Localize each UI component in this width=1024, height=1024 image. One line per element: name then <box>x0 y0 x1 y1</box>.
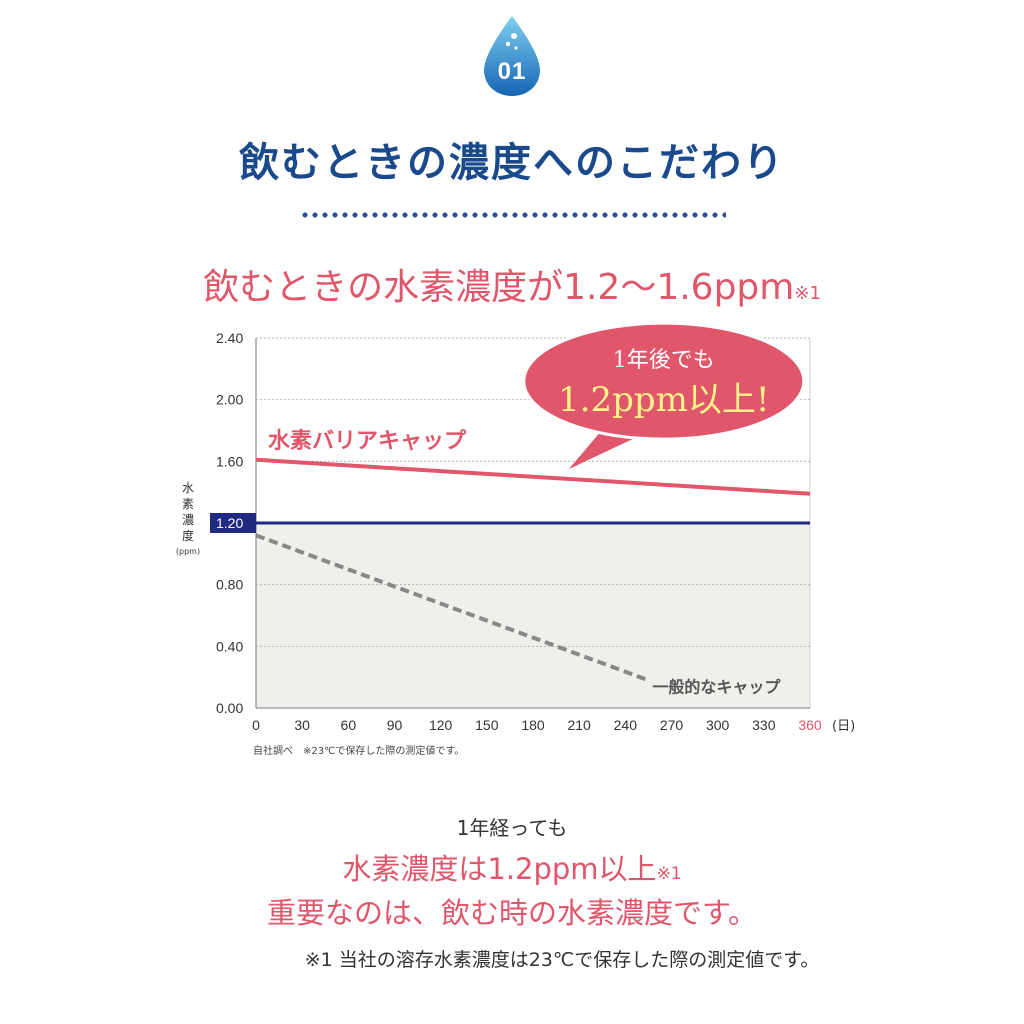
subtitle-note: ※1 <box>794 283 821 304</box>
body-line-2-note: ※1 <box>656 864 682 884</box>
x-tick-label: 360 <box>798 717 822 733</box>
x-tick-label: 330 <box>752 717 776 733</box>
body-line-3: 重要なのは、飲む時の水素濃度です。 <box>266 896 758 930</box>
y-tick-label: 0.80 <box>216 577 243 593</box>
x-tick-label: 120 <box>429 717 453 733</box>
subtitle: 飲むときの水素濃度が1.2〜1.6ppm※1 <box>0 258 1024 310</box>
subtitle-text: 飲むときの水素濃度が1.2〜1.6ppm <box>203 267 795 308</box>
x-tick-label: 30 <box>294 717 310 733</box>
page-title: 飲むときの濃度へのこだわり <box>239 139 785 186</box>
y-axis-label-char: 度 <box>182 528 194 543</box>
series-line-1 <box>255 457 811 496</box>
body-line-1: 1年経っても <box>456 816 568 840</box>
body-line-2: 水素濃度は1.2ppm以上※1 <box>0 846 1024 888</box>
threshold-label-box <box>210 513 256 533</box>
footnote: ※1 当社の溶存水素濃度は23℃で保存した際の測定値です。 <box>304 949 820 971</box>
x-tick-label: 270 <box>660 717 684 733</box>
source-note: 自社調べ ※23℃で保存した際の測定値です。 <box>253 746 465 757</box>
y-tick-label: 2.40 <box>216 330 243 346</box>
y-axis-label-char: 濃 <box>182 513 194 527</box>
series-label-1: 水素バリアキャップ <box>268 428 467 454</box>
badge-number: 01 <box>497 58 527 85</box>
y-tick-label: 0.40 <box>216 638 243 654</box>
dotted-divider <box>300 212 726 218</box>
x-tick-label: 0 <box>252 717 260 733</box>
callout-line-1: 1年後でも <box>613 348 715 373</box>
y-tick-label: 1.60 <box>216 453 243 469</box>
callout-line-2: 1.2ppm以上! <box>558 380 770 420</box>
y-axis-label-char: 水 <box>182 481 194 495</box>
callout-bubble <box>522 321 806 441</box>
water-drop-icon <box>484 16 540 96</box>
y-tick-label: 1.20 <box>216 515 243 531</box>
x-tick-label: 150 <box>475 717 499 733</box>
x-tick-label: 300 <box>706 717 730 733</box>
x-tick-label: 60 <box>341 717 357 733</box>
x-tick-label: 180 <box>521 717 545 733</box>
x-tick-label: 210 <box>567 717 591 733</box>
x-tick-label: 90 <box>387 717 403 733</box>
body-line-2-text: 水素濃度は1.2ppm以上 <box>342 852 657 886</box>
y-axis-unit: (ppm) <box>176 547 200 556</box>
y-tick-label: 0.00 <box>216 700 243 716</box>
x-unit-label: (日) <box>832 719 855 734</box>
below-threshold-area <box>256 523 810 708</box>
series-label-2: 一般的なキャップ <box>652 677 781 696</box>
y-axis-label-char: 素 <box>182 497 194 511</box>
hydrogen-concentration-chart: 2.40 2.00 1.60 1.20 0.80 0.40 0.00 0 30 60 90 120 1… <box>176 321 855 734</box>
y-tick-label: 2.00 <box>216 392 243 408</box>
x-tick-label: 240 <box>614 717 638 733</box>
